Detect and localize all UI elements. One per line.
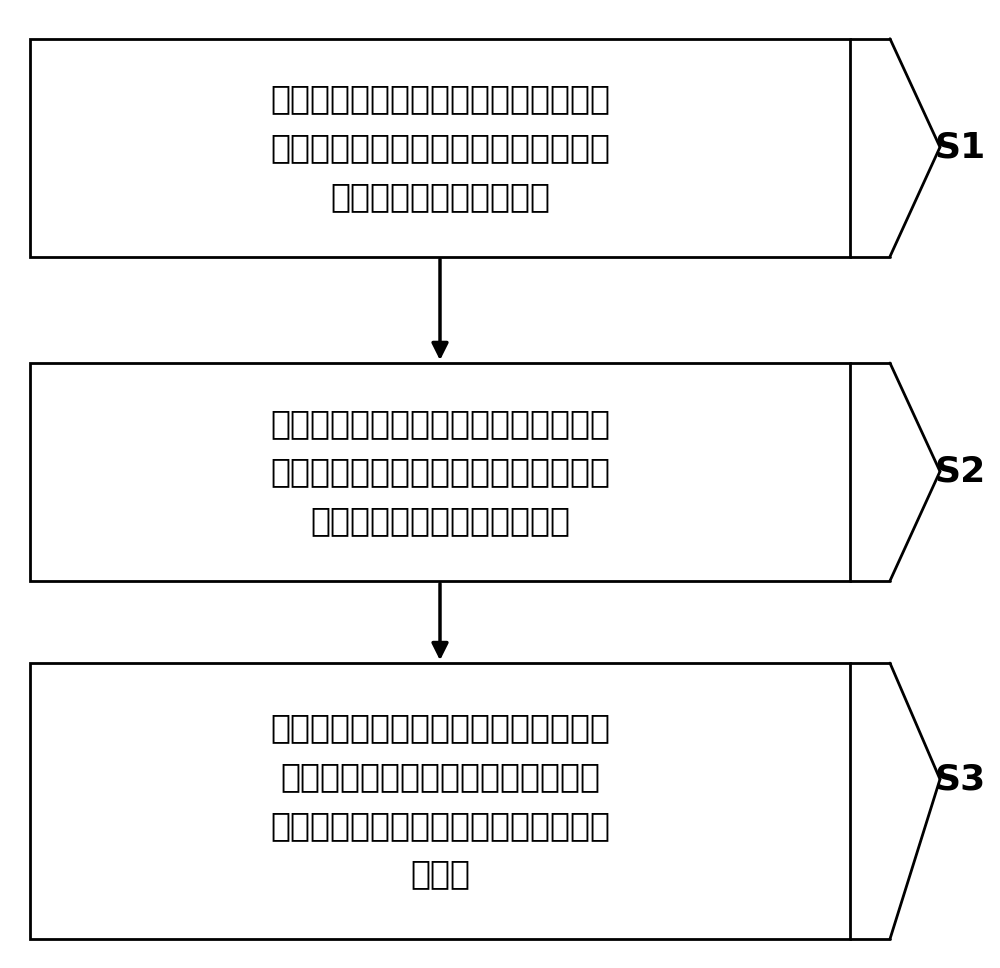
Text: S1: S1 [934,130,986,165]
Bar [30,363,850,581]
Text: S3: S3 [934,762,986,797]
Bar [30,39,850,257]
Bar [30,663,850,939]
Text: 根据所述当前状态参数及预设参数値通
过热工数学模型计算需要通入所述三元
点火炉炉膌内的煤气目标流量: 根据所述当前状态参数及预设参数値通 过热工数学模型计算需要通入所述三元 点火炉炉… [270,407,610,537]
Text: S2: S2 [934,454,986,489]
Text: 获取三元点火炉的当前状态参数及预设
参数値，所述预设参数値包括：三元点
火炉炉膌的预设目标温度: 获取三元点火炉的当前状态参数及预设 参数値，所述预设参数値包括：三元点 火炉炉膌… [270,82,610,213]
Text: 根据计算出的煤气目标流量对所述三元
点火炉的煤气调节器进行流量闭环控
制，以实现对所述三元点火炉炉膌温度
的调节: 根据计算出的煤气目标流量对所述三元 点火炉的煤气调节器进行流量闭环控 制，以实现… [270,711,610,891]
